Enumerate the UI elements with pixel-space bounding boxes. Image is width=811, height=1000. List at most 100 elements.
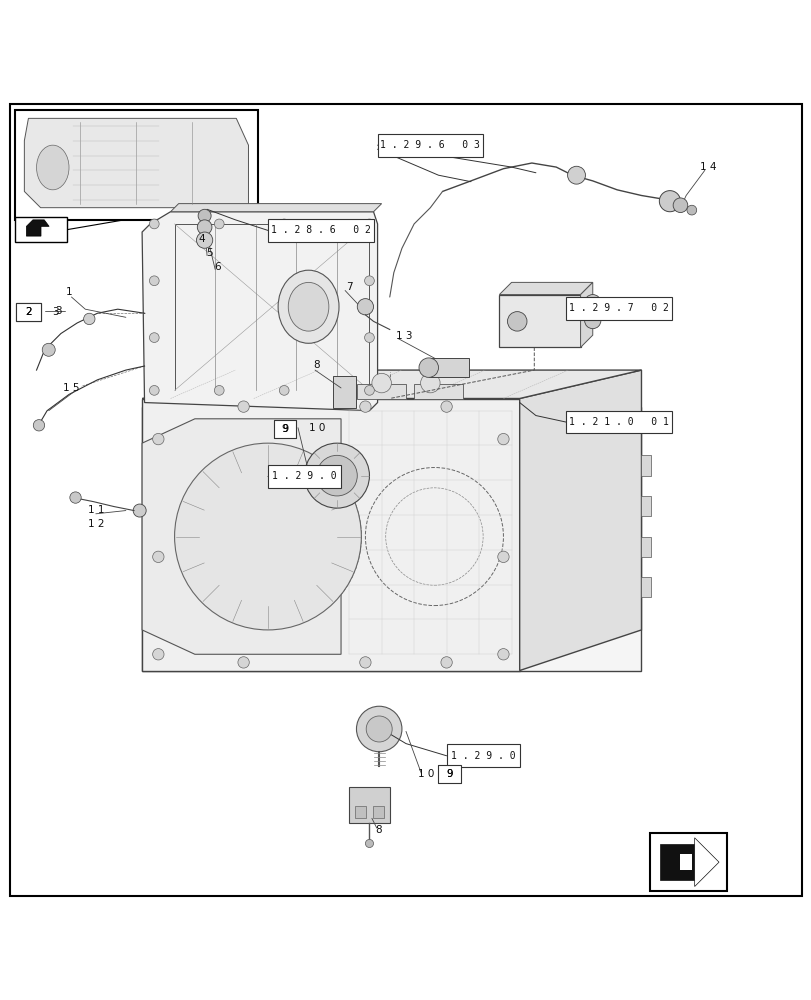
Circle shape [70, 492, 81, 503]
Circle shape [214, 386, 224, 395]
Text: 1 . 2 9 . 7   0 2: 1 . 2 9 . 7 0 2 [569, 303, 667, 313]
Circle shape [279, 386, 289, 395]
Circle shape [507, 312, 526, 331]
Circle shape [238, 401, 249, 412]
Polygon shape [142, 407, 641, 671]
Circle shape [686, 205, 696, 215]
Circle shape [584, 312, 600, 329]
Polygon shape [142, 398, 519, 671]
Polygon shape [142, 370, 641, 398]
Circle shape [198, 209, 211, 222]
Circle shape [364, 276, 374, 286]
Circle shape [304, 443, 369, 508]
Bar [428, 358, 469, 377]
Bar [16, 303, 41, 321]
Polygon shape [580, 282, 592, 347]
Circle shape [371, 373, 391, 393]
Circle shape [364, 386, 374, 395]
Circle shape [214, 219, 224, 229]
Bar [377, 134, 483, 157]
Circle shape [659, 191, 680, 212]
Text: 1 . 2 8 . 6   0 2: 1 . 2 8 . 6 0 2 [271, 225, 370, 235]
Text: 9: 9 [281, 424, 288, 434]
Text: 1 0: 1 0 [309, 423, 325, 433]
Text: 9: 9 [446, 769, 453, 779]
Bar [333, 376, 355, 408]
Bar [438, 765, 461, 783]
Bar [273, 420, 296, 438]
Polygon shape [679, 854, 691, 870]
Text: 8: 8 [313, 360, 320, 370]
Text: 6: 6 [214, 262, 221, 272]
Circle shape [364, 333, 374, 342]
Text: 1 . 2 9 . 0: 1 . 2 9 . 0 [450, 751, 515, 761]
Circle shape [356, 706, 401, 752]
Text: 3: 3 [52, 307, 58, 317]
Circle shape [152, 551, 164, 563]
Polygon shape [659, 844, 695, 880]
Text: 1 . 2 9 . 0: 1 . 2 9 . 0 [272, 471, 337, 481]
Circle shape [440, 657, 452, 668]
Bar [372, 806, 384, 818]
Bar [641, 455, 650, 476]
Ellipse shape [288, 282, 328, 331]
Polygon shape [26, 220, 49, 236]
Bar [273, 420, 296, 438]
Circle shape [84, 313, 95, 325]
Text: 1 . 2 9 . 6   0 3: 1 . 2 9 . 6 0 3 [380, 140, 479, 150]
Bar [641, 496, 650, 516]
Text: 1 . 2 1 . 0   0 1: 1 . 2 1 . 0 0 1 [569, 417, 667, 427]
Circle shape [149, 333, 159, 342]
Circle shape [42, 343, 55, 356]
Circle shape [152, 433, 164, 445]
Circle shape [672, 198, 687, 213]
Polygon shape [142, 419, 341, 654]
Circle shape [152, 649, 164, 660]
Circle shape [133, 504, 146, 517]
Text: 1: 1 [66, 287, 72, 297]
Circle shape [366, 716, 392, 742]
Text: 4: 4 [198, 234, 204, 244]
Circle shape [584, 295, 600, 311]
Text: 9: 9 [281, 424, 288, 434]
Circle shape [497, 649, 508, 660]
Circle shape [365, 839, 373, 848]
Ellipse shape [277, 270, 339, 343]
Text: 7: 7 [345, 282, 352, 292]
Bar [354, 806, 366, 818]
Polygon shape [24, 118, 248, 208]
Text: 9: 9 [446, 769, 453, 779]
Text: 3: 3 [55, 306, 62, 316]
Circle shape [197, 220, 212, 234]
Circle shape [149, 386, 159, 395]
Circle shape [174, 443, 361, 630]
Circle shape [279, 219, 289, 229]
Circle shape [149, 219, 159, 229]
Polygon shape [170, 204, 381, 212]
Text: 1 3: 1 3 [396, 331, 412, 341]
Text: 1 2: 1 2 [88, 519, 104, 529]
Circle shape [359, 401, 371, 412]
Bar [499, 295, 580, 347]
Bar [414, 384, 462, 398]
Text: 5: 5 [206, 248, 212, 258]
Polygon shape [519, 370, 641, 671]
Bar [268, 219, 373, 242]
Bar [16, 303, 41, 321]
Text: 8: 8 [375, 825, 381, 835]
Text: 1 0: 1 0 [418, 769, 434, 779]
Circle shape [497, 433, 508, 445]
Circle shape [440, 401, 452, 412]
Bar [438, 765, 461, 783]
Ellipse shape [36, 145, 69, 190]
Bar [349, 787, 389, 823]
Bar [641, 537, 650, 557]
Text: 1 1: 1 1 [88, 505, 104, 515]
Circle shape [196, 232, 212, 248]
Circle shape [316, 455, 357, 496]
Circle shape [420, 373, 440, 393]
Bar [268, 465, 341, 488]
Bar [15, 217, 67, 242]
Circle shape [359, 657, 371, 668]
Polygon shape [142, 212, 377, 411]
